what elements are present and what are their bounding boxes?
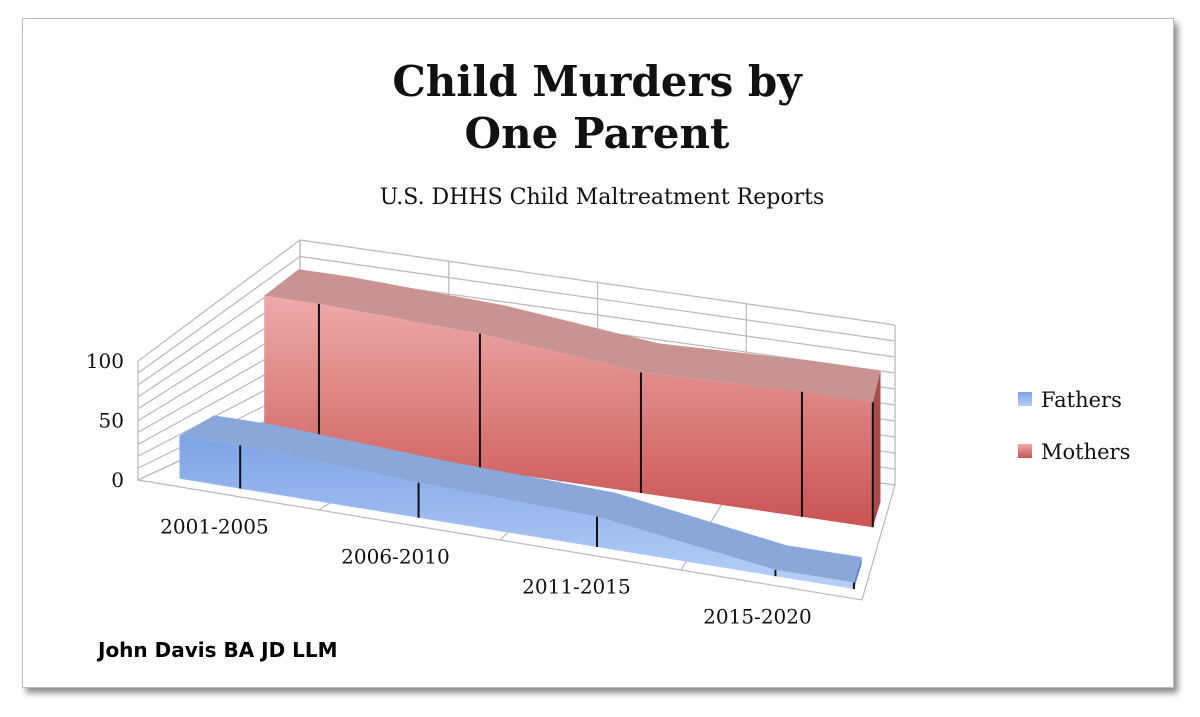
series-front-face xyxy=(264,295,873,528)
series-area xyxy=(179,269,881,590)
y-tick-label: 0 xyxy=(111,468,124,492)
legend: Fathers Mothers xyxy=(1018,388,1130,464)
x-axis-ticks: 2001-2005 2006-2010 2011-2015 2015-2020 xyxy=(160,515,812,629)
series-end-cap xyxy=(872,370,881,528)
legend-label-mothers: Mothers xyxy=(1041,440,1130,464)
series-mothers xyxy=(264,269,881,528)
side-wall-gridline xyxy=(137,239,301,362)
legend-swatch-fathers xyxy=(1018,392,1032,406)
series-front-face xyxy=(179,435,854,590)
series-fathers xyxy=(179,415,862,590)
y-axis-ticks: 0 50 100 xyxy=(86,349,124,492)
x-tick-label: 2015-2020 xyxy=(703,605,812,629)
series-top-face xyxy=(264,269,881,403)
y-tick-label: 50 xyxy=(99,409,124,433)
x-tick-label: 2011-2015 xyxy=(522,575,631,599)
series-top-face xyxy=(179,415,862,583)
author-credit: John Davis BA JD LLM xyxy=(96,638,338,662)
legend-swatch-mothers xyxy=(1018,444,1032,458)
y-tick-label: 100 xyxy=(86,349,124,373)
title-line-1: Child Murders by xyxy=(392,57,803,106)
series-end-cap xyxy=(853,557,862,590)
title-line-2: One Parent xyxy=(465,109,731,158)
x-tick-label: 2001-2005 xyxy=(160,515,269,539)
x-tick-label: 2006-2010 xyxy=(341,545,450,569)
side-wall-gridline xyxy=(137,256,301,374)
chart-subtitle: U.S. DHHS Child Maltreatment Reports xyxy=(380,185,824,210)
chart-title: Child Murders by One Parent xyxy=(392,57,803,158)
legend-label-fathers: Fathers xyxy=(1041,388,1122,412)
